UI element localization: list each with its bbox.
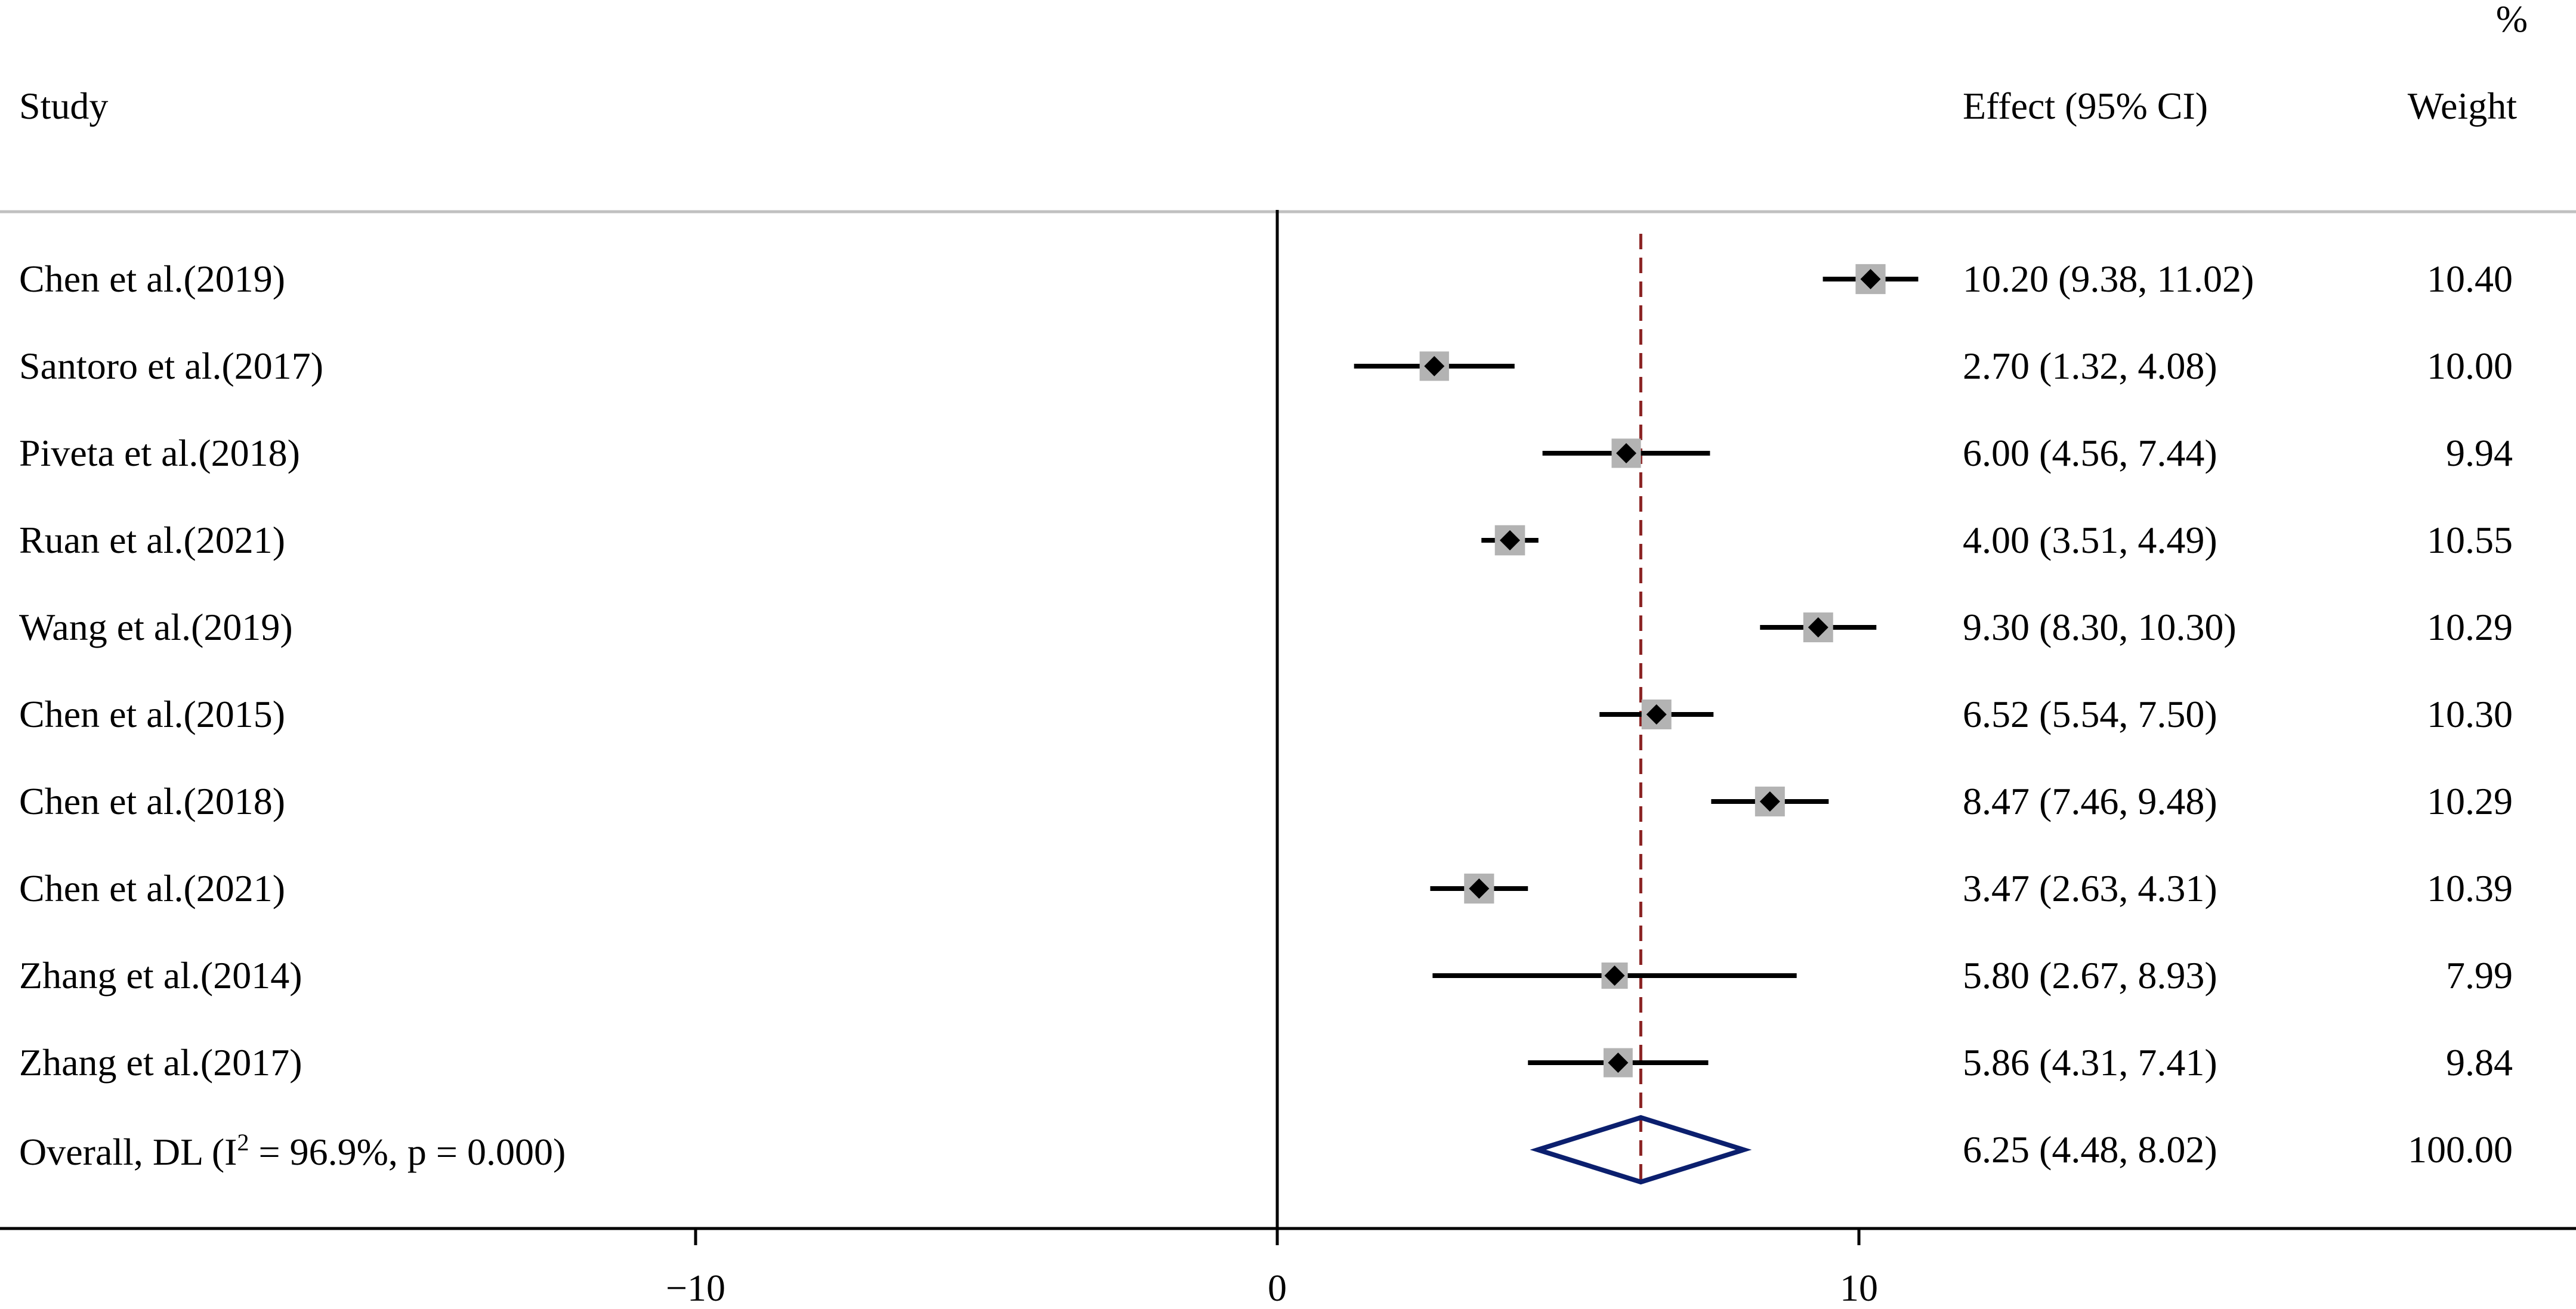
weight-value: 10.30 xyxy=(2427,693,2513,735)
study-label: Chen et al.(2019) xyxy=(19,258,286,300)
point-estimate xyxy=(1616,443,1636,463)
x-tick-label: 0 xyxy=(1268,1267,1287,1309)
weight-value: 10.40 xyxy=(2427,258,2513,300)
weight-value: 9.84 xyxy=(2446,1041,2513,1084)
weight-value: 7.99 xyxy=(2446,954,2513,997)
effect-ci-value: 3.47 (2.63, 4.31) xyxy=(1963,867,2217,909)
effect-ci-value: 6.52 (5.54, 7.50) xyxy=(1963,693,2217,735)
effect-ci-value: 10.20 (9.38, 11.02) xyxy=(1963,258,2254,300)
overall-label-prefix: Overall, DL (I xyxy=(19,1131,237,1173)
study-label: Ruan et al.(2021) xyxy=(19,519,286,561)
point-estimate xyxy=(1646,704,1667,725)
study-label: Wang et al.(2019) xyxy=(19,606,293,648)
point-estimate xyxy=(1469,878,1490,899)
point-estimate xyxy=(1500,530,1520,550)
weight-value: 10.29 xyxy=(2427,606,2513,648)
effect-ci-value: 4.00 (3.51, 4.49) xyxy=(1963,519,2217,561)
x-tick-label: −10 xyxy=(665,1267,726,1309)
weight-percent-header: % xyxy=(2495,0,2528,40)
study-label: Chen et al.(2015) xyxy=(19,693,286,735)
point-estimate xyxy=(1608,1053,1629,1073)
study-header: Study xyxy=(19,85,109,127)
study-label: Chen et al.(2018) xyxy=(19,780,286,822)
study-label: Santoro et al.(2017) xyxy=(19,345,324,387)
weight-value: 9.94 xyxy=(2446,432,2513,474)
overall-label: Overall, DL (I2 = 96.9%, p = 0.000) xyxy=(19,1131,566,1171)
point-estimate xyxy=(1759,791,1780,812)
weight-value: 10.00 xyxy=(2427,345,2513,387)
effect-ci-value: 6.00 (4.56, 7.44) xyxy=(1963,432,2217,474)
study-label: Chen et al.(2021) xyxy=(19,867,286,909)
overall-diamond xyxy=(1530,1115,1752,1185)
effect-header: Effect (95% CI) xyxy=(1963,85,2209,127)
effect-ci-value: 9.30 (8.30, 10.30) xyxy=(1963,606,2237,648)
weight-header: Weight xyxy=(2407,85,2517,127)
weight-value: 10.29 xyxy=(2427,780,2513,822)
study-label: Zhang et al.(2017) xyxy=(19,1041,302,1084)
effect-ci-value: 5.86 (4.31, 7.41) xyxy=(1963,1041,2217,1084)
point-estimate xyxy=(1808,617,1828,638)
study-label: Piveta et al.(2018) xyxy=(19,432,300,474)
x-tick-label: 10 xyxy=(1840,1267,1878,1309)
point-estimate xyxy=(1604,965,1625,986)
weight-value: 10.39 xyxy=(2427,867,2513,909)
overall-effect-ci-value: 6.25 (4.48, 8.02) xyxy=(1963,1128,2217,1171)
point-estimate xyxy=(1860,269,1881,289)
point-estimate xyxy=(1424,356,1445,376)
effect-ci-value: 8.47 (7.46, 9.48) xyxy=(1963,780,2217,822)
overall-weight-value: 100.00 xyxy=(2408,1128,2513,1171)
effect-ci-value: 5.80 (2.67, 8.93) xyxy=(1963,954,2217,997)
study-label: Zhang et al.(2014) xyxy=(19,954,302,997)
effect-ci-value: 2.70 (1.32, 4.08) xyxy=(1963,345,2217,387)
weight-value: 10.55 xyxy=(2427,519,2513,561)
overall-label-suffix: = 96.9%, p = 0.000) xyxy=(249,1131,566,1173)
overall-label-superscript: 2 xyxy=(237,1129,249,1156)
